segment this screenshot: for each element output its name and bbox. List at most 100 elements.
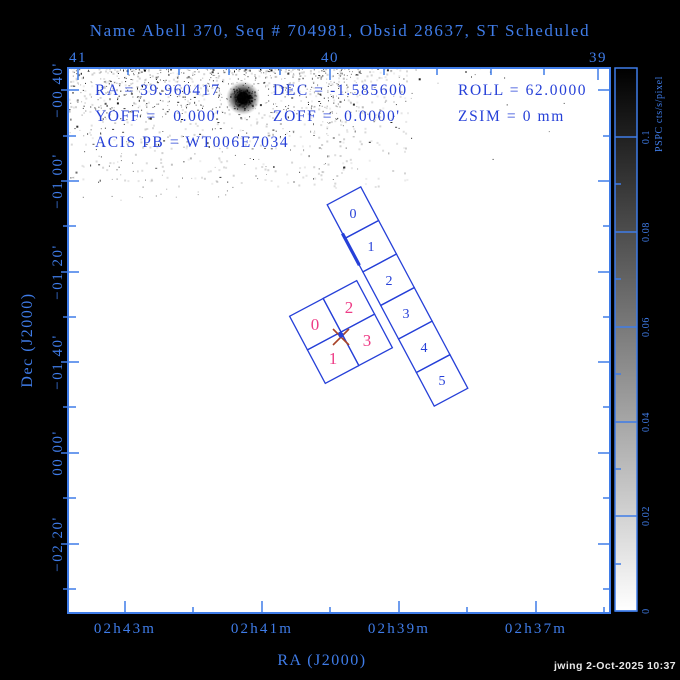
speckle-dot bbox=[285, 134, 286, 135]
speckle-dot bbox=[238, 114, 241, 116]
speckle-dot bbox=[378, 115, 380, 118]
speckle-mottle bbox=[147, 69, 150, 72]
speckle-dot bbox=[120, 199, 122, 201]
speckle-dot bbox=[170, 72, 172, 74]
speckle-dot bbox=[273, 103, 274, 105]
speckle-dot bbox=[341, 72, 343, 75]
blob-dot bbox=[254, 99, 256, 101]
speckle-dot bbox=[341, 72, 343, 74]
speckle-mottle bbox=[371, 84, 374, 87]
speckle-dot bbox=[146, 106, 148, 108]
blob-dot bbox=[241, 99, 243, 101]
blob-dot bbox=[244, 93, 247, 95]
speckle-mottle bbox=[346, 129, 349, 132]
speckle-mottle bbox=[379, 125, 382, 128]
speckle-mottle bbox=[312, 81, 315, 84]
speckle-dot bbox=[116, 89, 118, 92]
speckle-mottle bbox=[323, 115, 326, 118]
speckle-mottle bbox=[284, 70, 287, 73]
acis-s-chip-5 bbox=[415, 353, 469, 407]
speckle-mottle bbox=[366, 75, 369, 78]
speckle-dot bbox=[388, 152, 390, 155]
speckle-dot bbox=[258, 158, 260, 160]
blob-dot bbox=[237, 97, 239, 99]
speckle-dot bbox=[235, 74, 237, 76]
speckle-dot bbox=[506, 104, 508, 106]
speckle-dot bbox=[390, 122, 393, 123]
blob-dot bbox=[237, 101, 239, 103]
blob-dot bbox=[238, 91, 241, 93]
speckle-mottle bbox=[301, 145, 304, 148]
speckle-mottle bbox=[333, 185, 336, 188]
blob-dot bbox=[247, 95, 250, 98]
speckle-mottle bbox=[339, 145, 342, 148]
speckle-dot bbox=[166, 69, 168, 71]
speckle-dot bbox=[182, 177, 183, 179]
speckle-mottle bbox=[187, 158, 190, 161]
speckle-dot bbox=[373, 87, 376, 88]
speckle-dot bbox=[220, 93, 222, 95]
blob-dot bbox=[247, 98, 249, 100]
speckle-dot bbox=[132, 82, 134, 84]
speckle-dot bbox=[170, 68, 172, 71]
speckle-mottle bbox=[334, 154, 337, 157]
speckle-mottle bbox=[167, 96, 170, 99]
speckle-mottle bbox=[77, 99, 80, 102]
speckle-mottle bbox=[261, 116, 264, 119]
speckle-dot bbox=[188, 76, 190, 78]
speckle-dot bbox=[156, 73, 159, 75]
top-axis-label: 40 bbox=[321, 50, 339, 66]
speckle-mottle bbox=[158, 131, 161, 134]
speckle-dot bbox=[118, 166, 120, 168]
speckle-mottle bbox=[309, 72, 312, 75]
speckle-dot bbox=[200, 104, 202, 106]
speckle-dot bbox=[219, 176, 222, 178]
speckle-mottle bbox=[215, 180, 218, 182]
speckle-mottle bbox=[403, 147, 406, 150]
speckle-dot bbox=[309, 90, 311, 92]
blob-dot bbox=[240, 92, 242, 95]
speckle-dot bbox=[313, 82, 315, 84]
speckle-mottle bbox=[226, 147, 229, 150]
speckle-dot bbox=[90, 81, 92, 83]
speckle-dot bbox=[308, 155, 310, 158]
speckle-dot bbox=[97, 90, 99, 92]
speckle-mottle bbox=[117, 70, 120, 73]
speckle-mottle bbox=[150, 178, 153, 181]
speckle-mottle bbox=[314, 177, 317, 180]
speckle-mottle bbox=[358, 148, 361, 151]
acis-s-label-4: 4 bbox=[421, 341, 428, 356]
speckle-mottle bbox=[374, 186, 377, 188]
speckle-mottle bbox=[327, 163, 330, 166]
speckle-dot bbox=[355, 74, 357, 76]
speckle-dot bbox=[349, 71, 351, 73]
speckle-dot bbox=[100, 105, 102, 107]
speckle-mottle bbox=[298, 80, 300, 82]
speckle-dot bbox=[119, 69, 121, 71]
speckle-dot bbox=[329, 112, 331, 114]
blob-dot bbox=[232, 88, 235, 90]
speckle-mottle bbox=[343, 138, 346, 141]
speckle-mottle bbox=[218, 75, 221, 78]
speckle-dot bbox=[289, 131, 291, 132]
speckle-mottle bbox=[341, 172, 343, 174]
speckle-dot-outside bbox=[289, 47, 291, 48]
speckle-dot bbox=[356, 106, 358, 108]
speckle-mottle bbox=[134, 70, 137, 73]
speckle-dot bbox=[101, 85, 103, 86]
speckle-dot bbox=[227, 106, 229, 109]
speckle-dot bbox=[88, 70, 89, 72]
speckle-mottle bbox=[185, 147, 188, 150]
speckle-mottle bbox=[375, 113, 378, 116]
speckle-dot bbox=[197, 194, 199, 196]
speckle-dot bbox=[123, 108, 126, 110]
speckle-dot bbox=[265, 85, 267, 88]
speckle-mottle bbox=[293, 181, 296, 183]
speckle-mottle bbox=[307, 113, 310, 116]
speckle-mottle bbox=[265, 76, 268, 79]
speckle-dot bbox=[338, 97, 340, 99]
speckle-dot bbox=[212, 80, 214, 82]
speckle-dot bbox=[95, 108, 97, 110]
speckle-dot bbox=[301, 68, 303, 70]
blob-dot bbox=[246, 106, 248, 108]
